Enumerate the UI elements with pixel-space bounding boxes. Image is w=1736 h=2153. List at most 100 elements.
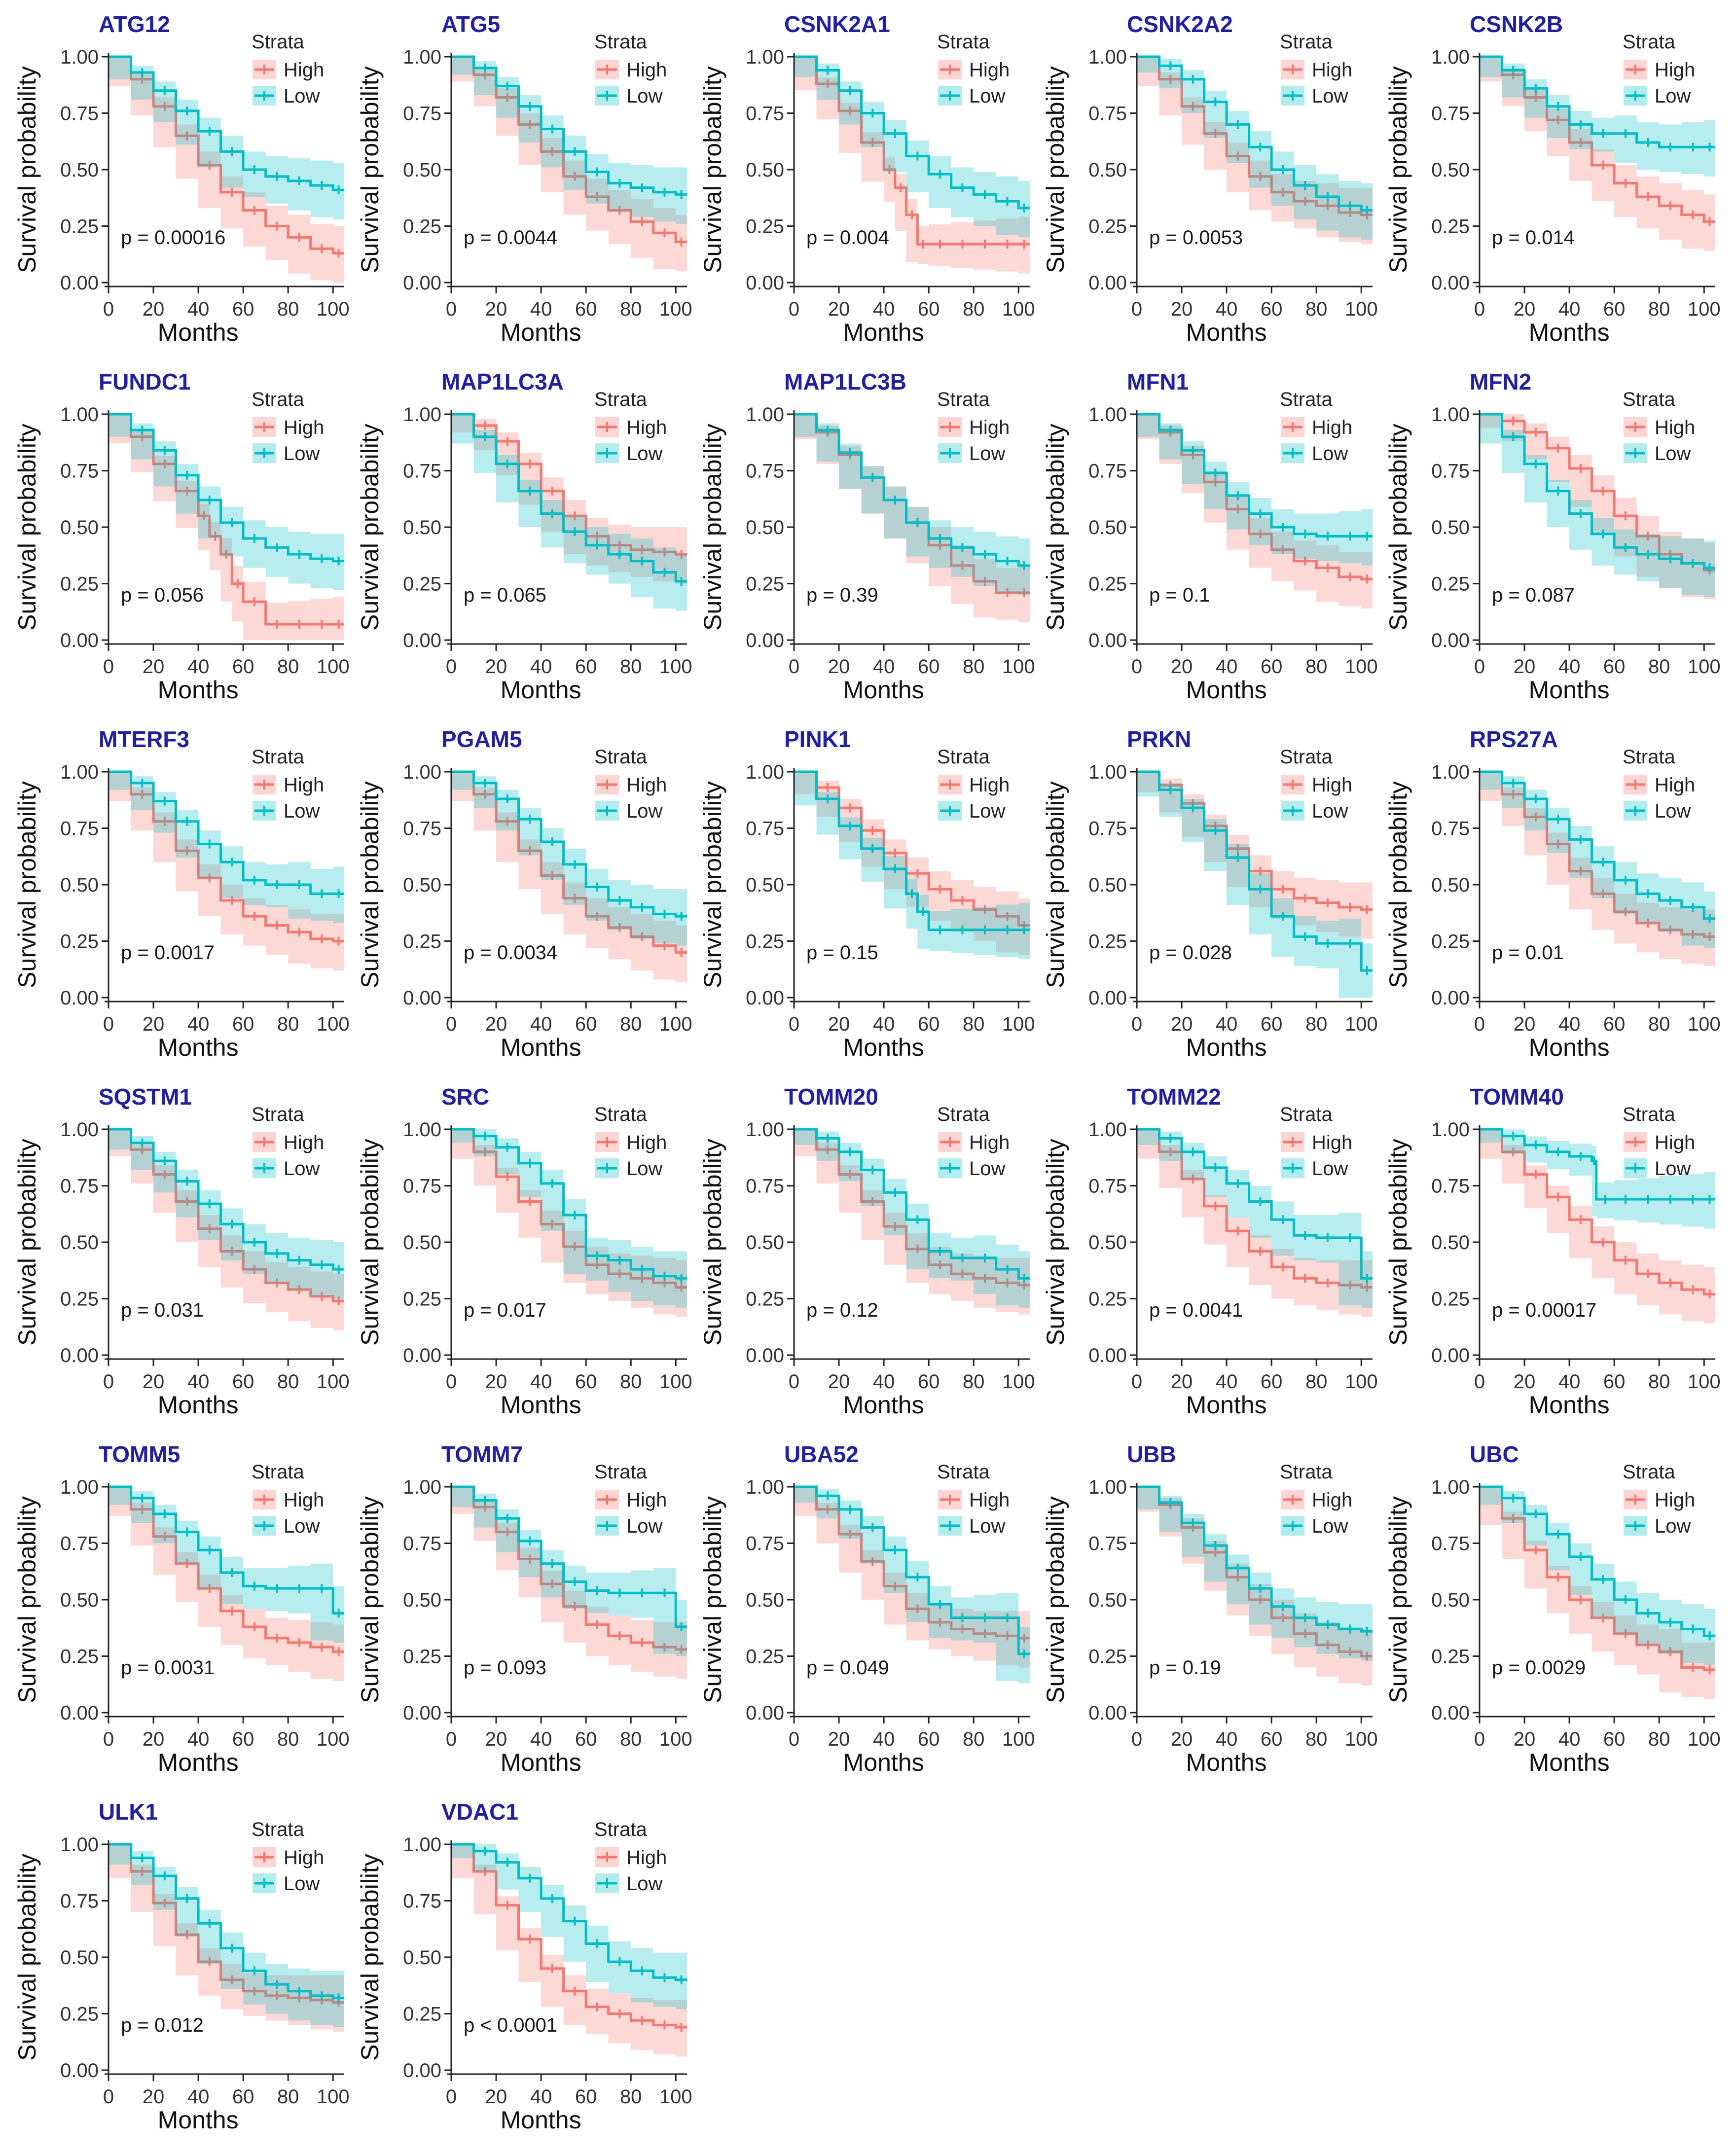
x-tick-label: 0 — [446, 656, 457, 678]
y-tick-label: 0.50 — [403, 159, 441, 181]
x-tick-label: 40 — [187, 1371, 210, 1393]
legend-label-high: High — [1655, 1489, 1695, 1511]
x-tick-label: 60 — [575, 2086, 597, 2108]
x-tick-label: 40 — [1216, 1013, 1238, 1035]
x-tick-label: 20 — [828, 1013, 850, 1035]
km-panel-uba52: UBA52 0.00 0.25 0.50 0.75 1.00 0 20 40 60 80 100 Mon… — [699, 1441, 1035, 1776]
y-axis-label: Survival probability — [1384, 1496, 1412, 1703]
y-tick-label: 0.50 — [60, 874, 99, 896]
legend-label-low: Low — [284, 800, 320, 822]
confidence-band-low — [1480, 414, 1715, 597]
x-tick-label: 100 — [317, 1371, 350, 1393]
x-axis-label: Months — [501, 676, 581, 704]
y-tick-label: 0.00 — [1088, 987, 1127, 1009]
x-tick-label: 80 — [1648, 1728, 1670, 1750]
panel-title: UBC — [1470, 1441, 1519, 1467]
x-tick-label: 0 — [446, 1728, 457, 1750]
survival-curve-low — [1480, 55, 1715, 148]
y-tick-label: 0.50 — [1088, 874, 1127, 896]
y-tick-label: 0.75 — [403, 1176, 441, 1197]
y-tick-label: 0.50 — [746, 159, 784, 181]
km-panel-csnk2a1: CSNK2A1 0.00 0.25 0.50 0.75 1.00 0 20 40 60 80 100 M… — [699, 11, 1035, 346]
x-tick-label: 100 — [1345, 1728, 1378, 1750]
y-tick-label: 0.25 — [60, 216, 99, 238]
km-panel-csnk2b: CSNK2B 0.00 0.25 0.50 0.75 1.00 0 20 40 60 80 100 Mo… — [1384, 11, 1721, 346]
y-tick-label: 0.75 — [1088, 818, 1127, 840]
p-value-label: p = 0.00016 — [121, 227, 225, 249]
p-value-label: p = 0.087 — [1492, 584, 1575, 606]
confidence-band-high — [794, 772, 1030, 955]
x-tick-label: 40 — [873, 1013, 895, 1035]
y-tick-label: 0.50 — [403, 1589, 441, 1611]
y-tick-label: 0.75 — [60, 103, 99, 125]
y-tick-label: 0.50 — [1431, 874, 1470, 896]
legend-label-high: High — [626, 417, 667, 438]
y-tick-label: 1.00 — [403, 1119, 441, 1141]
legend-title: Strata — [1623, 1104, 1675, 1125]
km-panel-ubb: UBB 0.00 0.25 0.50 0.75 1.00 0 20 40 60 80 100 Month… — [1042, 1441, 1378, 1776]
x-tick-label: 40 — [1558, 1371, 1581, 1393]
legend-label-low: Low — [969, 1158, 1005, 1180]
legend-label-low: Low — [284, 443, 320, 465]
km-panel-atg12: ATG12 0.00 0.25 0.50 0.75 1.00 0 20 40 60 80 100 Mon… — [13, 11, 350, 346]
y-tick-label: 1.00 — [1088, 761, 1127, 783]
y-tick-label: 0.75 — [746, 1533, 784, 1555]
legend-label-high: High — [1312, 774, 1352, 796]
confidence-band-low — [1480, 57, 1715, 177]
y-tick-label: 0.00 — [60, 1345, 99, 1366]
confidence-band-low — [451, 1129, 687, 1308]
y-tick-label: 0.25 — [403, 1646, 441, 1668]
confidence-band-low — [794, 57, 1030, 238]
panel-title: UBA52 — [784, 1441, 859, 1467]
panel-title: MAP1LC3B — [784, 369, 906, 395]
panel-title: CSNK2B — [1470, 11, 1563, 37]
y-tick-label: 1.00 — [746, 46, 784, 68]
km-panel-tomm5: TOMM5 0.00 0.25 0.50 0.75 1.00 0 20 40 60 80 100 Mon… — [13, 1441, 350, 1776]
x-tick-label: 80 — [963, 1371, 985, 1393]
legend-label-high: High — [284, 59, 324, 81]
x-tick-label: 60 — [232, 1013, 254, 1035]
x-tick-label: 20 — [143, 1371, 165, 1393]
p-value-label: p = 0.004 — [806, 227, 889, 249]
legend-title: Strata — [252, 1461, 304, 1483]
legend-title: Strata — [252, 389, 304, 410]
y-tick-label: 1.00 — [746, 1476, 784, 1498]
y-tick-label: 0.00 — [403, 630, 441, 651]
x-axis-label: Months — [501, 319, 581, 346]
x-tick-label: 0 — [1131, 1371, 1142, 1393]
legend-label-high: High — [626, 1489, 667, 1511]
x-axis-label: Months — [158, 2106, 239, 2134]
legend-title: Strata — [1623, 1461, 1675, 1483]
panel-title: MFN1 — [1127, 369, 1189, 395]
panel-title: TOMM40 — [1470, 1084, 1564, 1110]
y-tick-label: 0.50 — [1431, 159, 1470, 181]
y-tick-label: 0.25 — [1088, 1646, 1127, 1668]
x-tick-label: 100 — [1002, 656, 1035, 678]
legend-title: Strata — [594, 1819, 647, 1840]
y-tick-label: 0.50 — [746, 517, 784, 538]
km-panel-tomm7: TOMM7 0.00 0.25 0.50 0.75 1.00 0 20 40 60 80 100 Mon… — [356, 1441, 692, 1776]
x-tick-label: 40 — [187, 1013, 210, 1035]
p-value-label: p = 0.014 — [1492, 227, 1575, 249]
x-tick-label: 0 — [1131, 656, 1142, 678]
confidence-band-low — [108, 1487, 344, 1643]
y-tick-label: 0.00 — [1088, 630, 1127, 651]
x-tick-label: 60 — [575, 1728, 597, 1750]
x-tick-label: 40 — [530, 656, 552, 678]
y-tick-label: 1.00 — [1431, 1119, 1470, 1141]
x-tick-label: 60 — [918, 298, 940, 320]
y-axis-label: Survival probability — [1384, 424, 1412, 631]
x-tick-label: 20 — [828, 1371, 850, 1393]
x-tick-label: 20 — [485, 2086, 507, 2108]
x-tick-label: 60 — [918, 1013, 940, 1035]
x-tick-label: 60 — [575, 656, 597, 678]
y-tick-label: 0.75 — [403, 818, 441, 840]
legend-label-high: High — [626, 59, 667, 81]
y-tick-label: 1.00 — [1088, 1476, 1127, 1498]
x-axis-label: Months — [158, 319, 239, 346]
x-axis-label: Months — [843, 1034, 924, 1061]
x-tick-label: 100 — [659, 1013, 692, 1035]
y-axis-label: Survival probability — [356, 66, 384, 273]
x-tick-label: 80 — [277, 656, 299, 678]
x-tick-label: 100 — [1688, 1371, 1721, 1393]
